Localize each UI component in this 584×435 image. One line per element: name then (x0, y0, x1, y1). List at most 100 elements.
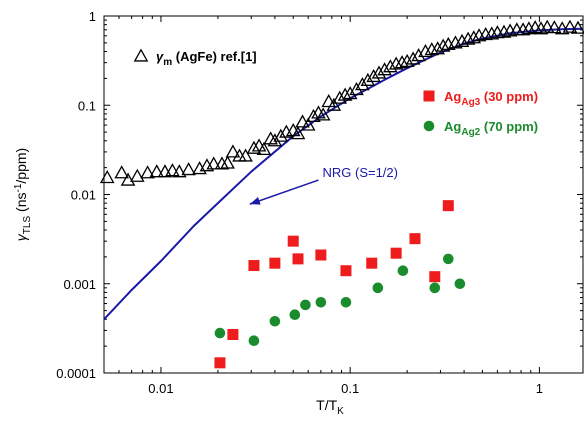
legend-subscript: Ag3 (461, 97, 480, 108)
annotation-label: NRG (S=1/2) (322, 165, 398, 180)
data-point (248, 260, 260, 272)
x-tick-label: 0.1 (341, 381, 359, 396)
legend-label-2: AgAg2 (70 ppm) (444, 119, 538, 138)
data-point (366, 257, 378, 269)
data-point (430, 41, 445, 55)
data-point (515, 22, 531, 36)
legend-symbol: Ag (444, 89, 461, 104)
data-point (371, 65, 387, 79)
data-point (214, 327, 226, 339)
data-point (321, 94, 337, 108)
data-point (248, 335, 260, 347)
data-point (114, 165, 129, 179)
data-point (355, 77, 370, 91)
data-point (289, 309, 301, 321)
xlabel-sub: K (337, 406, 344, 417)
data-point (214, 357, 226, 369)
data-point (232, 148, 247, 162)
data-point (562, 19, 578, 33)
series-2 (214, 253, 466, 347)
data-point (418, 43, 433, 58)
tick-labels: 0.01 0.1 1 0.0001 0.001 0.01 0.1 1 (56, 9, 543, 396)
data-point (273, 128, 289, 142)
series-0 (99, 19, 584, 186)
x-tick-label: 0.01 (148, 381, 173, 396)
data-point (454, 33, 470, 47)
data-point (405, 51, 421, 65)
legend-marker (423, 120, 435, 132)
data-point (295, 114, 310, 128)
data-point (140, 165, 155, 179)
data-point (411, 48, 426, 62)
legend-marker (423, 90, 435, 102)
xlabel-main: T/T (316, 397, 337, 413)
ylabel-sup: -1 (13, 183, 24, 192)
ylabel-main: γ (13, 233, 29, 241)
ylabel-rest1: (ns (13, 193, 29, 216)
legend-symbol: γ (156, 49, 164, 64)
data-point (360, 72, 376, 86)
data-point (220, 155, 235, 169)
data-point (442, 253, 454, 265)
data-markers (99, 19, 584, 369)
data-point (300, 117, 316, 131)
legend-rest: (30 ppm) (480, 89, 538, 104)
data-point (332, 90, 347, 104)
axis-ticks (103, 15, 583, 374)
ylabel-rest2: /ppm) (13, 148, 29, 184)
data-point (287, 235, 299, 247)
data-point (181, 162, 196, 176)
data-point (372, 282, 384, 294)
data-point (399, 53, 415, 68)
data-point (306, 108, 321, 123)
data-point (349, 81, 364, 96)
data-point (442, 200, 454, 212)
data-point (454, 278, 466, 290)
data-point (539, 19, 555, 33)
annotations: NRG (S=1/2) (249, 165, 398, 205)
data-point (290, 126, 306, 140)
legend-rest: (AgFe) ref.[1] (172, 49, 257, 64)
y-tick-label: 0.001 (63, 277, 96, 292)
legend-marker (133, 48, 149, 62)
data-point (326, 97, 342, 111)
data-point (388, 56, 404, 70)
data-point (424, 42, 440, 56)
data-point (366, 68, 381, 83)
y-axis-title: γTLS (ns-1/ppm) (13, 148, 33, 241)
data-point (340, 296, 352, 308)
data-point (263, 131, 278, 145)
data-point (466, 30, 482, 44)
data-point (214, 156, 230, 170)
data-point (130, 168, 145, 182)
ylabel-sub: TLS (22, 216, 33, 235)
data-point (120, 172, 136, 186)
data-point (340, 265, 352, 277)
y-tick-label: 1 (89, 9, 96, 24)
annotation-arrow-head (249, 197, 261, 205)
data-point (206, 156, 222, 170)
data-point (165, 163, 180, 177)
y-tick-label: 0.01 (71, 188, 96, 203)
data-point (315, 107, 331, 121)
data-point (269, 315, 281, 327)
data-point (292, 253, 304, 265)
data-point (337, 87, 353, 101)
annotation-arrow-shaft (249, 179, 319, 205)
legend-subscript: Ag2 (461, 127, 480, 138)
plot-area (103, 15, 584, 374)
data-point (570, 20, 584, 34)
y-tick-label: 0.1 (78, 98, 96, 113)
data-point (429, 271, 441, 283)
data-point (267, 133, 283, 147)
legend-rest: (70 ppm) (480, 119, 538, 134)
data-point (315, 296, 327, 308)
data-point (435, 38, 451, 52)
data-point (429, 282, 441, 294)
legend-label-0: γm (AgFe) ref.[1] (156, 49, 257, 68)
data-point (256, 141, 272, 156)
data-point (300, 299, 311, 311)
data-point (246, 140, 262, 154)
